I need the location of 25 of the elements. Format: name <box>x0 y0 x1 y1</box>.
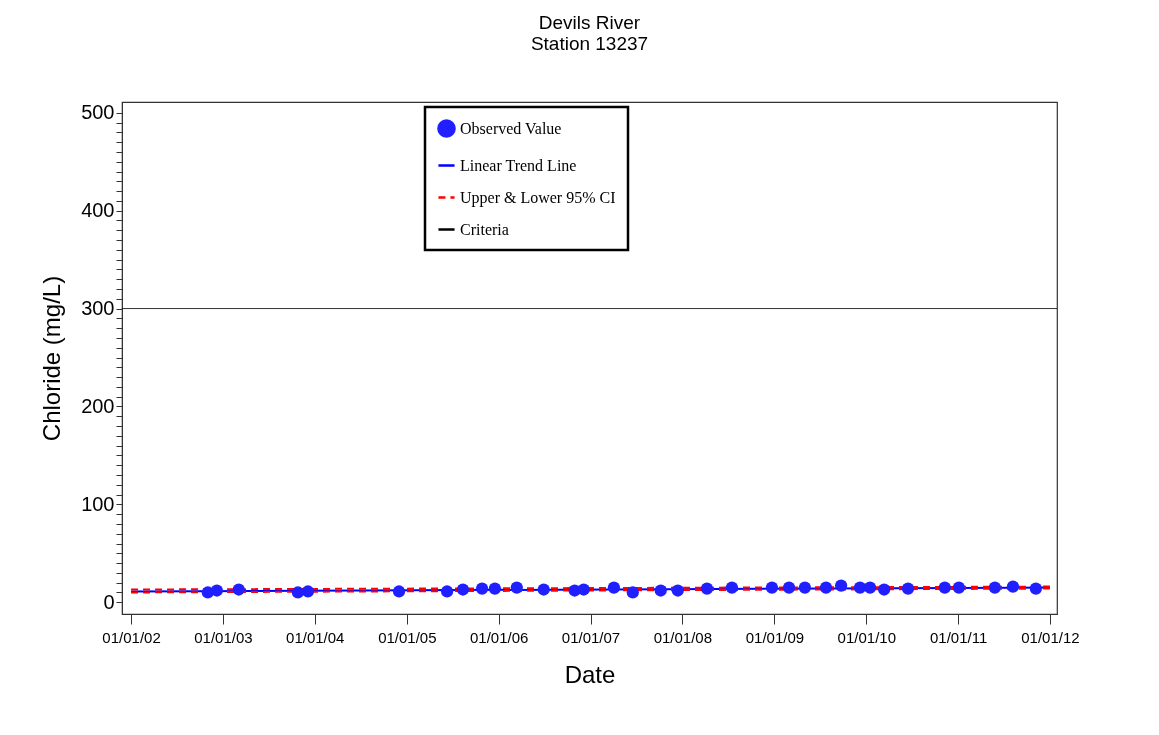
x-tick-label: 01/01/06 <box>469 628 529 646</box>
x-tick-label: 01/01/05 <box>378 628 437 646</box>
chart-subtitle: Station 13237 <box>530 33 649 54</box>
legend-label: Criteria <box>460 220 509 238</box>
y-tick-label: 200 <box>81 394 115 417</box>
x-tick-label: 01/01/12 <box>1021 628 1080 646</box>
y-axis-title: Chloride (mg/L) <box>38 275 66 442</box>
x-axis-title: Date <box>564 660 616 688</box>
x-tick-label: 01/01/02 <box>102 628 161 646</box>
x-tick-label: 01/01/07 <box>561 628 621 646</box>
y-tick-label: 400 <box>81 199 115 222</box>
y-tick-label: 500 <box>81 101 115 124</box>
x-tick-label: 01/01/09 <box>745 628 805 646</box>
legend-label: Linear Trend Line <box>460 156 577 174</box>
x-tick-label: 01/01/08 <box>653 628 713 646</box>
y-tick-label: 0 <box>103 590 115 613</box>
legend-label: Upper & Lower 95% CI <box>460 188 616 207</box>
x-tick-label: 01/01/10 <box>837 628 896 646</box>
x-tick-label: 01/01/11 <box>929 628 988 646</box>
legend-label: Observed Value <box>460 119 562 137</box>
y-tick-label: 300 <box>81 297 115 320</box>
y-tick-label: 100 <box>81 492 115 515</box>
chart-title: Devils River <box>538 12 641 33</box>
x-tick-label: 01/01/04 <box>286 628 345 646</box>
x-tick-label: 01/01/03 <box>194 628 253 646</box>
